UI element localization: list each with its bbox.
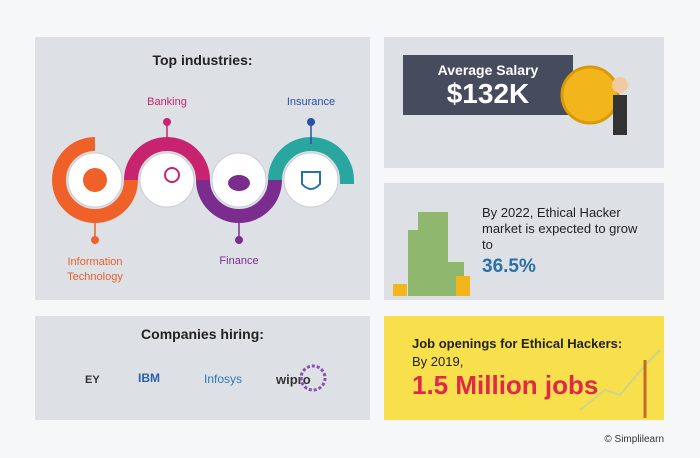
icon-insurance: [301, 171, 321, 190]
industry-label: Finance: [219, 255, 259, 267]
logo: IBM: [138, 371, 160, 385]
icon-finance: [228, 175, 250, 191]
jobs-panel: [384, 316, 664, 420]
jobs-chart: [579, 349, 661, 411]
industry-wave: [52, 137, 354, 223]
industry-label: Banking: [147, 96, 187, 108]
salary-box: [403, 55, 573, 115]
jobs-subtitle: By 2019,: [412, 354, 464, 369]
jobs-value: 1.5 Million jobs: [412, 370, 599, 400]
wipro-mark: [299, 364, 327, 392]
icon-banking: [164, 167, 180, 183]
man-head: [612, 77, 628, 93]
icon-it: [83, 168, 107, 192]
logo: Infosys: [204, 372, 242, 386]
salary-value: $132K: [446, 78, 530, 109]
industry-label: Information Technology: [67, 256, 123, 283]
logo: wipro: [275, 372, 311, 387]
section-title: Companies hiring:: [141, 326, 264, 342]
market-text: By 2022, Ethical Hacker market is expect…: [482, 205, 638, 252]
companies-panel: [35, 316, 370, 420]
logo: EY: [85, 374, 100, 386]
section-title: Top industries:: [152, 52, 253, 68]
jobs-title: Job openings for Ethical Hackers:: [412, 336, 623, 351]
logos: EY IBM Infosys wipro: [85, 371, 311, 387]
coins-stack: [393, 276, 470, 296]
salary-label: Average Salary: [437, 62, 539, 78]
market-value: 36.5%: [482, 256, 536, 277]
footer: © Simplilearn: [604, 434, 664, 445]
man: [613, 95, 627, 135]
industry-label: Insurance: [286, 96, 336, 108]
pins: [91, 118, 315, 244]
